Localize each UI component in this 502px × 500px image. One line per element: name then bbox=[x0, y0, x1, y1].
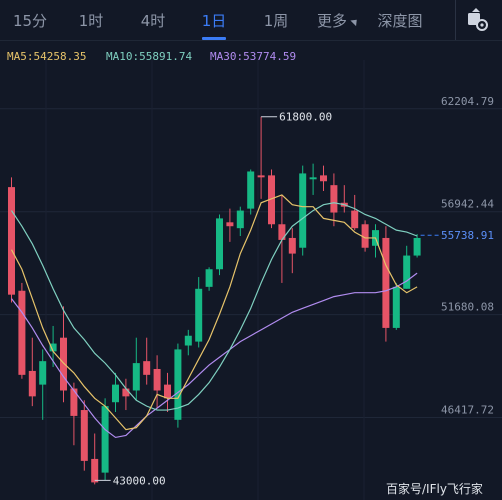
chart-settings-icon bbox=[468, 8, 488, 31]
candle-body bbox=[236, 210, 244, 229]
ma30-line bbox=[11, 272, 418, 439]
candle-body bbox=[382, 237, 390, 328]
candle-body bbox=[80, 410, 88, 461]
candle-body bbox=[70, 388, 78, 416]
active-tab-underline bbox=[202, 37, 226, 40]
low-annotation-label: 43000.00 bbox=[113, 474, 166, 487]
candle-body bbox=[28, 370, 36, 397]
candle-body bbox=[18, 290, 26, 375]
candle-body bbox=[112, 384, 119, 403]
candle-body bbox=[153, 368, 161, 391]
tab-15min[interactable]: 15分 bbox=[12, 12, 48, 30]
candle-body bbox=[195, 288, 203, 342]
candle-body bbox=[143, 361, 151, 375]
ma10-line bbox=[11, 202, 418, 411]
ma30-legend: MA30:53774.59 bbox=[210, 50, 297, 63]
ma5-legend: MA5:54258.35 bbox=[7, 50, 87, 63]
candle-body bbox=[392, 286, 400, 328]
candlestick-chart[interactable]: 62204.79 56942.44 51680.08 46417.72 55738.91… bbox=[0, 40, 502, 500]
y-tick-label: 62204.79 bbox=[441, 95, 494, 108]
candle-body bbox=[60, 337, 67, 391]
candle-body bbox=[403, 255, 411, 289]
candle-body bbox=[330, 185, 338, 213]
candle-body bbox=[184, 335, 192, 346]
y-tick-label: 56942.44 bbox=[441, 198, 494, 211]
ma5-line bbox=[10, 194, 418, 431]
tab-4hour[interactable]: 4时 bbox=[140, 12, 166, 30]
more-caret-icon bbox=[350, 16, 360, 27]
candle-body bbox=[216, 218, 223, 270]
candle-body bbox=[257, 175, 265, 178]
y-tick-label: 46417.72 bbox=[441, 404, 494, 417]
candle-body bbox=[91, 458, 99, 483]
candle-body bbox=[174, 349, 182, 420]
tab-more[interactable]: 更多 bbox=[310, 0, 366, 40]
candle-body bbox=[132, 363, 140, 391]
chart-settings-button[interactable] bbox=[455, 0, 502, 40]
candle-body bbox=[320, 175, 327, 182]
candle-body bbox=[164, 384, 171, 399]
tab-1week[interactable]: 1周 bbox=[263, 12, 289, 30]
candle-body bbox=[361, 224, 369, 248]
candle-body bbox=[288, 237, 296, 254]
candle-body bbox=[101, 406, 109, 473]
candle-body bbox=[278, 224, 286, 240]
timeframe-tabbar: 15分 1时 4时 1日 1周 更多 深度图 bbox=[0, 0, 502, 41]
watermark: 百家号/IFly飞行家 bbox=[386, 482, 483, 496]
candle-body bbox=[413, 237, 421, 256]
candle-body bbox=[309, 177, 317, 180]
candle-body bbox=[205, 269, 213, 287]
candle-body bbox=[49, 343, 57, 352]
candle-body bbox=[8, 187, 15, 295]
candle-body bbox=[299, 173, 307, 248]
candle-body bbox=[247, 171, 255, 209]
candle-body bbox=[268, 175, 275, 225]
y-tick-label: 51680.08 bbox=[441, 301, 494, 314]
candle-body bbox=[122, 388, 130, 397]
ma10-legend: MA10:55891.74 bbox=[106, 50, 193, 63]
current-price-label: 55738.91 bbox=[441, 229, 494, 242]
candle-body bbox=[226, 222, 234, 227]
tab-1hour[interactable]: 1时 bbox=[78, 12, 104, 30]
tab-depth-chart[interactable]: 深度图 bbox=[377, 12, 423, 30]
high-annotation-label: 61800.00 bbox=[279, 111, 332, 124]
moving-average-legend: MA5:54258.35 MA10:55891.74 MA30:53774.59 bbox=[0, 44, 502, 68]
candle-body bbox=[351, 210, 359, 229]
candle-body bbox=[39, 361, 47, 385]
tab-1day[interactable]: 1日 bbox=[191, 0, 237, 40]
